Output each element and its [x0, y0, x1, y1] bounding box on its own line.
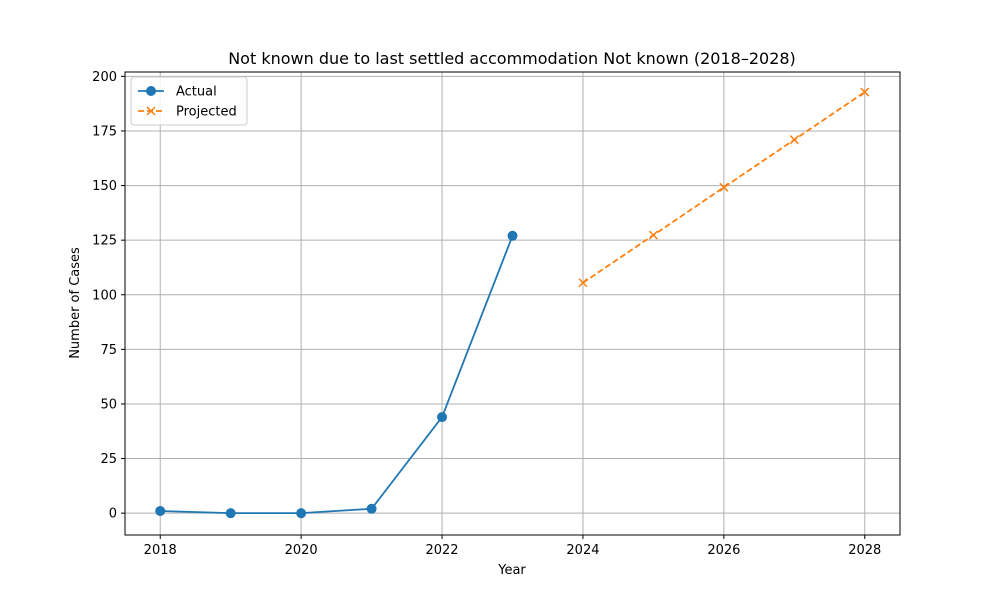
y-tick-label: 200: [92, 70, 117, 85]
y-tick-label: 150: [92, 179, 117, 194]
x-tick-label: 2020: [285, 543, 318, 558]
projected-data-point: [789, 135, 799, 145]
projected-data-point: [860, 87, 870, 97]
x-axis-label: Year: [497, 563, 526, 578]
x-tick-label: 2028: [848, 543, 881, 558]
projected-data-point: [578, 278, 588, 288]
actual-data-point: [225, 508, 236, 519]
legend-marker-projected: [146, 106, 156, 116]
legend-label-projected: Projected: [176, 105, 237, 120]
actual-series-line: [160, 235, 514, 515]
plot-frame: [124, 71, 901, 536]
y-tick-label: 125: [92, 234, 117, 249]
series-layer: [155, 87, 870, 519]
actual-data-point: [296, 508, 307, 519]
chart-title: Not known due to last settled accommodat…: [228, 49, 796, 68]
legend: Actual Projected: [130, 76, 248, 126]
actual-data-point: [366, 503, 377, 514]
x-tick-label: 2026: [707, 543, 740, 558]
actual-data-point: [507, 230, 518, 241]
grid-lines: [125, 72, 900, 535]
y-tick-label: 0: [109, 507, 117, 522]
legend-marker-actual: [146, 86, 156, 96]
x-tick-label: 2024: [566, 543, 599, 558]
y-tick-label: 50: [100, 397, 117, 412]
x-tick-label: 2018: [144, 543, 177, 558]
projected-data-point: [719, 182, 729, 192]
legend-box: [130, 76, 248, 126]
y-tick-label: 25: [100, 452, 117, 467]
actual-data-point: [155, 505, 166, 516]
axis-ticks: 2018 2020 2022 2024 2026 2028 0 25 50 75 100 125 150…: [92, 70, 881, 558]
legend-entry-projected: Projected: [138, 105, 237, 120]
projected-data-point: [648, 230, 658, 240]
y-tick-label: 175: [92, 124, 117, 139]
projected-series-line: [582, 91, 866, 284]
legend-label-actual: Actual: [176, 85, 217, 100]
legend-entry-actual: Actual: [138, 85, 217, 100]
y-axis-label: Number of Cases: [68, 247, 83, 359]
x-tick-label: 2022: [425, 543, 458, 558]
y-tick-label: 100: [92, 288, 117, 303]
actual-data-point: [437, 412, 448, 423]
y-tick-label: 75: [100, 343, 117, 358]
